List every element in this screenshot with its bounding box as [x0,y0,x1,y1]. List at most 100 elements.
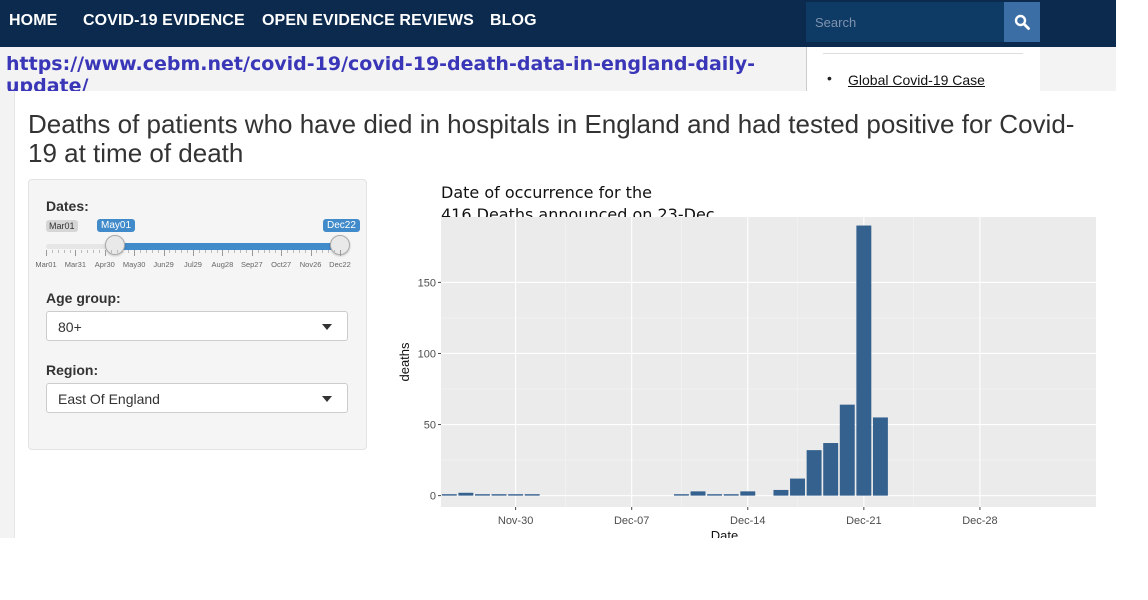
slider-tick-label: May30 [122,260,146,269]
slider-tick-label: Apr30 [94,260,115,269]
search-input[interactable] [806,2,1004,42]
age-group-value: 80+ [58,319,82,335]
slider-tick-label: Aug28 [211,260,234,269]
slider-tick [181,250,183,253]
caret-down-icon [322,324,332,330]
bar [790,478,805,496]
slider-tick [140,250,142,253]
date-slider-from-handle[interactable] [105,235,125,255]
slider-tick [98,250,100,253]
bar [823,443,839,496]
bullet-icon: • [827,70,832,86]
nav-open-evidence-reviews-link[interactable]: OPEN EVIDENCE REVIEWS [262,12,474,29]
search-box [806,2,1040,42]
slider-tick [234,250,236,253]
x-tick-label: Nov-30 [498,515,533,527]
slider-tick [193,250,194,256]
bar [839,404,855,496]
y-axis-label: deaths [397,342,412,382]
slider-tick-label: Jul29 [184,260,202,269]
slider-tick [75,250,77,256]
x-tick-label: Dec-14 [730,515,765,527]
region-value: East Of England [58,391,160,407]
bar [707,494,723,496]
y-tick-label: 100 [418,348,436,360]
bar [773,489,789,496]
slider-tick [257,250,259,253]
bar [872,417,888,496]
sidebar-links: • Global Covid-19 Case [806,47,1042,91]
slider-tick [104,250,106,256]
slider-tick [334,250,336,253]
sidebar-link-global-cases[interactable]: Global Covid-19 Case [848,72,985,88]
slider-tick [292,250,294,253]
slider-tick [287,250,289,253]
slider-tick [263,250,265,253]
bar [458,492,474,496]
slider-tick [198,250,200,253]
nav-home-link[interactable]: HOME [9,12,58,29]
sidebar-divider [823,53,1023,54]
slider-tick [116,250,118,253]
slider-min-label: Mar01 [46,220,78,232]
bar [441,494,457,496]
slider-tick [210,250,212,253]
x-tick-label: Dec-28 [962,515,997,527]
slider-tick [81,250,83,253]
slider-tick [204,250,206,253]
slider-tick [316,250,318,253]
age-group-label: Age group: [46,290,121,306]
date-slider-range[interactable] [115,243,341,250]
search-icon [1014,14,1030,30]
slider-tick [310,250,312,256]
slider-tick [281,250,283,256]
x-tick-label: Dec-21 [846,515,881,527]
slider-tick [298,250,300,253]
chart-subtitle-line1: Date of occurrence for the [441,183,652,202]
bar [524,494,540,496]
slider-tick [169,250,171,253]
page-title: Deaths of patients who have died in hosp… [28,109,1075,168]
region-select[interactable]: East Of England [46,383,348,413]
slider-tick [340,250,341,256]
bar [856,225,872,496]
nav-covid-evidence-link[interactable]: COVID-19 EVIDENCE [83,12,245,29]
slider-tick [216,250,218,253]
slider-tick [275,250,277,253]
slider-tick [46,250,47,256]
slider-tick [228,250,230,253]
slider-tick [175,250,177,253]
slider-tick [245,250,247,253]
bar [491,494,507,496]
bar [740,491,756,496]
bar [806,450,822,496]
slider-tick [87,250,89,253]
slider-tick-label: Mar01 [35,260,57,269]
slider-tick [110,250,112,253]
y-tick-label: 50 [424,420,436,432]
bar [723,494,739,496]
nav-blog-link[interactable]: BLOG [490,12,537,29]
page-margin [1040,47,1116,91]
slider-tick [93,250,95,253]
top-navigation: HOME COVID-19 EVIDENCE OPEN EVIDENCE REV… [0,0,1116,47]
bar [474,494,490,496]
bar [690,491,706,496]
age-group-select[interactable]: 80+ [46,311,348,341]
slider-tick [240,250,242,253]
slider-to-label: Dec22 [323,219,360,232]
search-button[interactable] [1004,2,1040,42]
slider-tick-label: Jun29 [153,260,174,269]
plot-panel [441,217,1096,507]
slider-tick-label: Sep27 [240,260,263,269]
date-slider-ticks: Mar01 Mar31 Apr30 May30 Jun29 Jul29 Aug28 Sep27… [35,250,351,269]
slider-tick [157,250,159,253]
slider-tick [57,250,59,253]
slider-tick [151,250,153,253]
y-tick-label: 0 [430,491,436,503]
slider-tick-label: Oct27 [271,260,292,269]
slider-tick [128,250,130,253]
slider-tick [328,250,330,253]
controls-panel: Dates: Mar01 May01 Dec22 Mar01 Mar31 Apr30… [28,179,367,450]
x-axis-label: Date [711,528,738,538]
